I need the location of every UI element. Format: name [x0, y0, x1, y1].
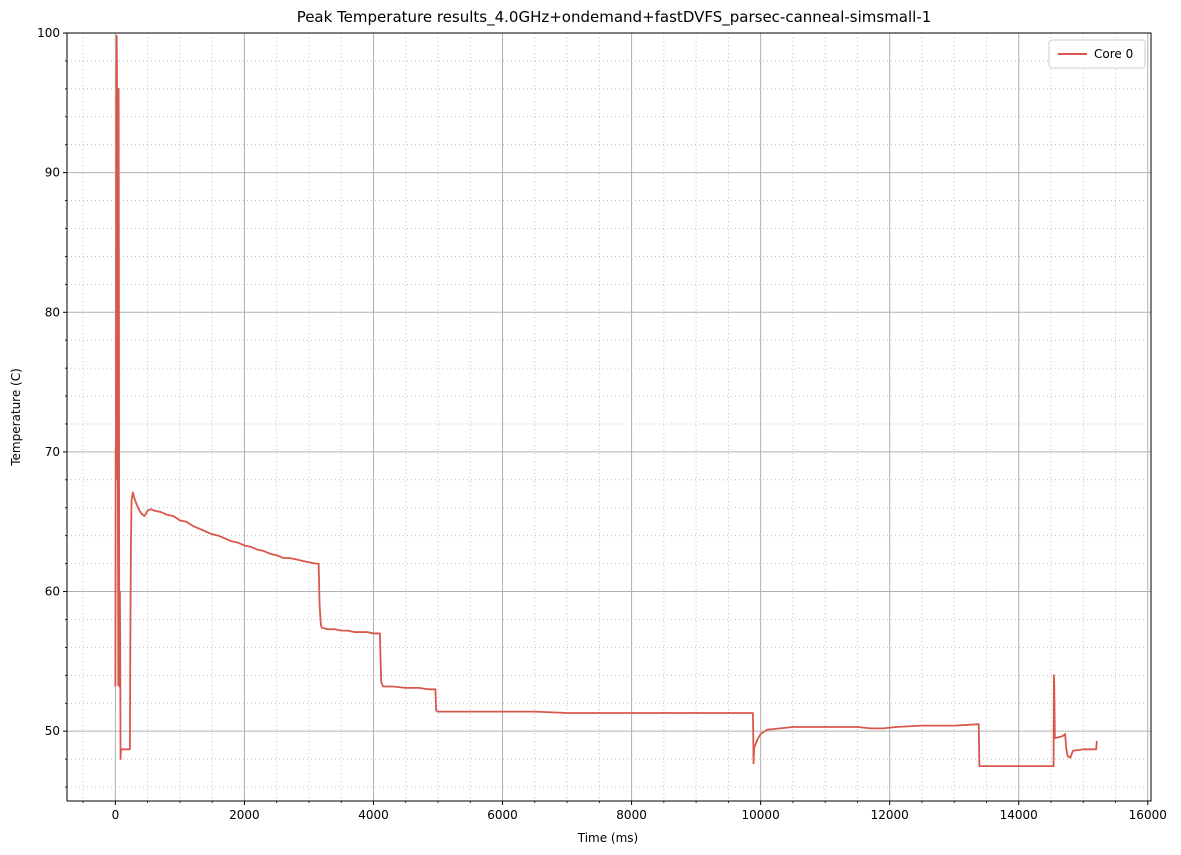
y-tick-label: 70 — [45, 445, 60, 459]
legend: Core 0 — [1048, 39, 1146, 69]
y-axis-label: Temperature (C) — [9, 368, 23, 467]
x-tick-label: 16000 — [1129, 808, 1167, 822]
series-layer — [114, 34, 1098, 767]
series-line-core-0 — [114, 34, 1098, 767]
x-axis-label: Time (ms) — [577, 831, 639, 845]
major-grid — [67, 32, 1151, 801]
x-tick-label: 6000 — [487, 808, 518, 822]
y-tick-label: 90 — [45, 166, 60, 180]
legend-label: Core 0 — [1094, 47, 1133, 61]
x-tick-label: 10000 — [742, 808, 780, 822]
x-tick-label: 4000 — [358, 808, 389, 822]
y-tick-label: 60 — [45, 585, 60, 599]
x-tick-label: 12000 — [871, 808, 909, 822]
x-tick-label: 2000 — [229, 808, 260, 822]
legend-box — [1048, 39, 1146, 69]
x-tick-label: 8000 — [616, 808, 647, 822]
axis-ticks: 0 2000 4000 6000 8000 10000 12000 14000 16000 50 6… — [37, 26, 1167, 822]
y-tick-label: 80 — [45, 305, 60, 319]
plot-frame — [66, 32, 1152, 802]
y-tick-label: 50 — [45, 724, 60, 738]
chart-title: Peak Temperature results_4.0GHz+ondemand… — [297, 8, 932, 27]
x-tick-label: 0 — [112, 808, 120, 822]
x-tick-label: 14000 — [1000, 808, 1038, 822]
y-tick-label: 100 — [37, 26, 60, 40]
minor-grid — [67, 33, 1151, 801]
